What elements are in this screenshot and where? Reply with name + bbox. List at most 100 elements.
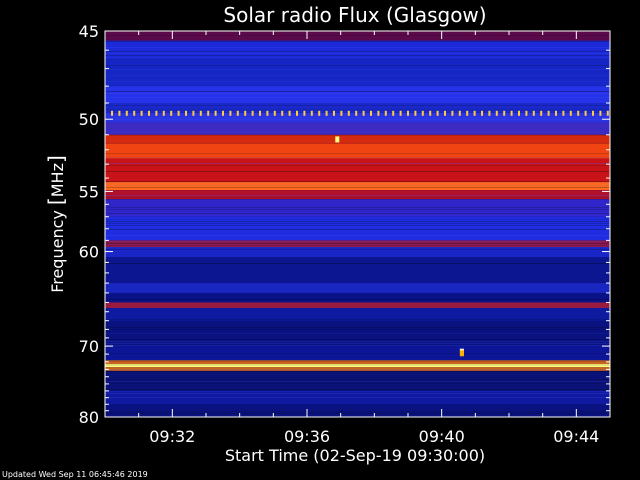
y-axis-label-main: Frequency — [48, 205, 67, 293]
pulse-dot — [436, 110, 439, 116]
noise-line — [105, 93, 610, 94]
noise-line — [105, 81, 610, 82]
pulse-dot — [207, 110, 210, 116]
noise-line — [105, 241, 610, 242]
frequency-band — [105, 103, 610, 113]
x-tick-label: 09:40 — [419, 427, 465, 446]
frequency-band — [105, 240, 610, 248]
updated-timestamp: Updated Wed Sep 11 06:45:46 2019 — [2, 470, 148, 479]
noise-line — [105, 207, 610, 208]
pulse-dot — [111, 110, 113, 116]
noise-line — [105, 341, 610, 342]
pulse-dot — [273, 110, 276, 116]
pulse-dot — [481, 110, 483, 116]
noise-line — [105, 369, 610, 370]
noise-line — [105, 195, 610, 196]
noise-line — [105, 223, 610, 224]
pulse-dot — [525, 110, 528, 116]
frequency-band — [105, 346, 610, 361]
y-tick-label: 45 — [79, 22, 99, 41]
y-axis-label-unit: MHz — [48, 163, 67, 197]
pulse-dot — [214, 110, 217, 116]
noise-line — [105, 413, 610, 414]
frequency-band — [105, 134, 610, 144]
noise-line — [105, 225, 610, 226]
noise-line — [105, 69, 610, 70]
noise-line — [105, 213, 610, 214]
pulse-dot — [333, 110, 335, 116]
noise-line — [105, 181, 610, 182]
noise-line — [105, 119, 610, 120]
y-tick-label: 80 — [79, 408, 99, 427]
frequency-band — [105, 86, 610, 104]
noise-line — [105, 329, 610, 330]
x-axis: 09:32 09:36 09:40 09:44 — [104, 31, 611, 446]
noise-line — [105, 215, 610, 216]
pulse-dot — [148, 110, 150, 116]
frequency-band — [105, 404, 610, 417]
pulse-dot — [458, 110, 461, 116]
pulse-dot — [236, 110, 239, 116]
frequency-band — [105, 257, 610, 284]
pulse-dot — [414, 110, 417, 116]
pulse-dot — [377, 110, 380, 116]
noise-line — [105, 219, 610, 220]
noise-line — [105, 245, 610, 246]
frequency-band — [105, 370, 610, 391]
pulse-dot — [347, 110, 350, 116]
frequency-band — [105, 112, 610, 123]
pulse-dot — [288, 110, 291, 116]
noise-line — [105, 345, 610, 346]
noise-line — [105, 47, 610, 48]
pulse-dot — [429, 110, 432, 116]
x-tick-label: 09:36 — [284, 427, 330, 446]
pulse-dot — [118, 110, 121, 116]
pulse-dot — [199, 110, 202, 116]
noise-line — [105, 157, 610, 158]
plot-frame — [104, 30, 611, 418]
pulse-dot — [569, 110, 572, 116]
pulse-dot — [370, 110, 372, 116]
pulse-dot — [325, 110, 328, 116]
pulse-dot — [495, 110, 498, 116]
pulse-dot — [606, 110, 609, 116]
noise-line — [105, 53, 610, 54]
noise-line — [105, 411, 610, 412]
pulse-dot — [421, 110, 424, 116]
pulse-dot — [251, 110, 254, 116]
noise-line — [105, 163, 610, 164]
pulse-dot — [362, 110, 365, 116]
pulse-dot — [310, 110, 313, 116]
frequency-band — [105, 199, 610, 217]
y-axis-bracket-open-icon: [ — [44, 197, 68, 205]
frequency-band — [105, 308, 610, 321]
pulse-dot — [547, 110, 550, 116]
pulse-dot — [540, 110, 543, 116]
x-tick-label: 09:32 — [149, 427, 195, 446]
pulse-dot — [444, 110, 446, 116]
frequency-band — [105, 360, 610, 365]
pulse-dot — [266, 110, 269, 116]
noise-line — [105, 105, 610, 106]
pulse-dot — [303, 110, 306, 116]
noise-line — [105, 391, 610, 392]
pulse-dot — [140, 110, 143, 116]
noise-line — [105, 209, 610, 210]
pulse-dot — [229, 110, 232, 116]
noise-line — [105, 249, 610, 250]
pulse-dot — [192, 110, 195, 116]
frequency-band — [105, 190, 610, 200]
noise-line — [105, 353, 610, 354]
y-tick-label: 50 — [79, 110, 99, 129]
noise-line — [105, 343, 610, 344]
noise-line — [105, 185, 610, 186]
noise-line — [105, 59, 610, 60]
pulse-dot — [562, 110, 565, 116]
pulse-dot — [577, 110, 580, 116]
pulse-dot — [466, 110, 469, 116]
noise-line — [105, 333, 610, 334]
pulse-dot — [155, 110, 158, 116]
noise-line — [105, 263, 610, 264]
pulse-dot — [170, 110, 173, 116]
pulse-dot — [407, 110, 409, 116]
